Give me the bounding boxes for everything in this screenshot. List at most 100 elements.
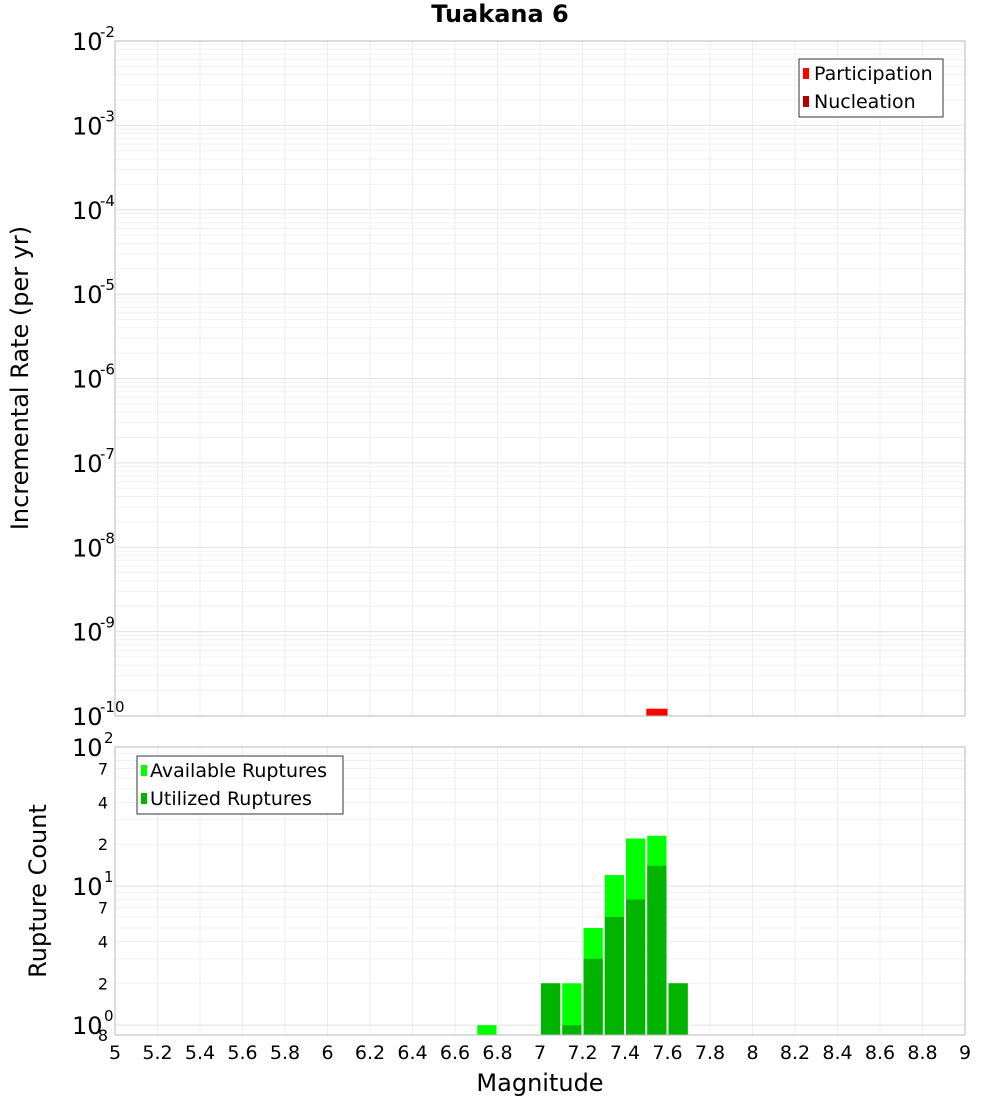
x-tick-label: 7.6 bbox=[652, 1042, 682, 1064]
available-ruptures-bar bbox=[477, 1025, 497, 1035]
rate-legend-box bbox=[798, 58, 944, 118]
rate-y-tick-exponent: -7 bbox=[100, 445, 115, 463]
count-y-tick-exponent: 2 bbox=[104, 729, 114, 747]
x-tick-label: 7.2 bbox=[567, 1042, 597, 1064]
rate-y-tick-exponent: -8 bbox=[100, 529, 115, 547]
x-tick-label: 8 bbox=[746, 1042, 758, 1064]
count-y-minor-tick-label: 7 bbox=[98, 760, 108, 779]
count-y-minor-tick-label: 7 bbox=[98, 899, 108, 918]
x-tick-label: 7 bbox=[534, 1042, 546, 1064]
rate-y-tick-exponent: -2 bbox=[100, 23, 115, 41]
rate-y-tick-base: 10 bbox=[72, 534, 103, 562]
available-legend-label: Available Ruptures bbox=[150, 760, 327, 782]
utilized-ruptures-bar bbox=[541, 983, 561, 1035]
count-legend: Available Ruptures Utilized Ruptures bbox=[136, 755, 344, 815]
x-axis-title: Magnitude bbox=[476, 1069, 603, 1097]
count-legend-box bbox=[136, 755, 344, 815]
x-tick-label: 5.4 bbox=[185, 1042, 215, 1064]
rate-plot-frame bbox=[114, 40, 966, 717]
participation-legend-swatch bbox=[803, 68, 809, 79]
count-y-tick-exponent: 1 bbox=[104, 868, 114, 886]
count-y-minor-tick-label: 8 bbox=[98, 1026, 108, 1045]
count-bars bbox=[477, 835, 688, 1035]
rate-y-tick-base: 10 bbox=[72, 197, 103, 225]
x-tick-label: 6.2 bbox=[355, 1042, 385, 1064]
x-tick-label: 8.8 bbox=[907, 1042, 937, 1064]
rate-y-tick-base: 10 bbox=[72, 450, 103, 478]
rate-y-tick-label: 10-10 bbox=[72, 698, 125, 731]
utilized-ruptures-bar bbox=[626, 899, 646, 1035]
count-gridlines bbox=[114, 747, 966, 1035]
rate-y-axis-title: Incremental Rate (per yr) bbox=[6, 226, 34, 530]
x-tick-label: 5.2 bbox=[142, 1042, 172, 1064]
count-y-minor-tick-label: 4 bbox=[98, 793, 108, 812]
count-y-tick-label: 10 0 bbox=[72, 1007, 114, 1040]
count-plot-frame bbox=[114, 746, 966, 1036]
x-tick-label: 6.4 bbox=[397, 1042, 427, 1064]
x-tick-label: 9 bbox=[959, 1042, 971, 1064]
x-tick-label: 8.4 bbox=[822, 1042, 852, 1064]
utilized-legend-swatch bbox=[141, 793, 147, 804]
utilized-ruptures-bar bbox=[583, 958, 603, 1035]
utilized-ruptures-bar bbox=[604, 916, 624, 1035]
count-y-tick-exponent: 0 bbox=[104, 1007, 114, 1025]
available-legend-swatch bbox=[141, 765, 147, 776]
rate-y-tick-exponent: -5 bbox=[100, 276, 115, 294]
utilized-ruptures-bar bbox=[647, 865, 667, 1035]
rate-legend: Participation Nucleation bbox=[798, 58, 944, 118]
utilized-legend-label: Utilized Ruptures bbox=[150, 788, 312, 810]
count-y-tick-base: 10 bbox=[72, 1012, 103, 1040]
rate-y-tick-label: 10-7 bbox=[72, 445, 115, 478]
rate-y-tick-label: 10-4 bbox=[72, 192, 115, 225]
count-y-minor-tick-label: 2 bbox=[98, 974, 108, 993]
utilized-ruptures-bar bbox=[562, 1025, 582, 1035]
count-y-minor-tick-label: 4 bbox=[98, 932, 108, 951]
rate-y-tick-exponent: -3 bbox=[100, 107, 115, 125]
rate-y-tick-base: 10 bbox=[72, 619, 103, 647]
rate-bars bbox=[646, 708, 668, 716]
rate-gridlines bbox=[114, 41, 966, 717]
count-y-tick-base: 10 bbox=[72, 734, 103, 762]
x-tick-label: 7.8 bbox=[695, 1042, 725, 1064]
participation-legend-label: Participation bbox=[814, 63, 933, 85]
rate-y-tick-exponent: -10 bbox=[100, 698, 125, 716]
rate-y-tick-label: 10-2 bbox=[72, 23, 115, 56]
count-y-axis-title: Rupture Count bbox=[24, 804, 52, 978]
count-y-minor-tick-label: 2 bbox=[98, 835, 108, 854]
count-y-tick-base: 10 bbox=[72, 873, 103, 901]
available-ruptures-bar bbox=[562, 983, 582, 1035]
rate-y-tick-base: 10 bbox=[72, 281, 103, 309]
rate-y-tick-base: 10 bbox=[72, 28, 103, 56]
rate-bar-participation bbox=[646, 708, 668, 716]
x-tick-label: 5 bbox=[109, 1042, 121, 1064]
chart-title: Tuakana 6 bbox=[431, 0, 569, 28]
utilized-ruptures-bar bbox=[668, 983, 688, 1035]
x-tick-label: 6 bbox=[321, 1042, 333, 1064]
x-tick-label: 6.8 bbox=[482, 1042, 512, 1064]
rate-y-tick-label: 10-8 bbox=[72, 529, 115, 562]
count-y-tick-label: 10 1 bbox=[72, 868, 114, 901]
x-tick-label: 5.8 bbox=[270, 1042, 300, 1064]
rate-y-tick-exponent: -9 bbox=[100, 614, 115, 632]
rate-y-tick-label: 10-6 bbox=[72, 361, 115, 394]
rate-y-tick-base: 10 bbox=[72, 366, 103, 394]
count-x-ticks: 5 5.2 5.4 5.6 5.8 6 6.2 6.4 6.6 6.8 7 7.2 7.4 7.6 7.8 8… bbox=[109, 1042, 971, 1064]
x-tick-label: 8.6 bbox=[865, 1042, 895, 1064]
x-tick-label: 8.2 bbox=[780, 1042, 810, 1064]
x-tick-label: 6.6 bbox=[440, 1042, 470, 1064]
rate-y-tick-label: 10-5 bbox=[72, 276, 115, 309]
rate-y-tick-exponent: -4 bbox=[100, 192, 115, 210]
nucleation-legend-label: Nucleation bbox=[814, 91, 916, 113]
count-y-tick-label: 10 2 bbox=[72, 729, 114, 762]
x-tick-label: 5.6 bbox=[227, 1042, 257, 1064]
rate-y-tick-label: 10-3 bbox=[72, 107, 115, 140]
nucleation-legend-swatch bbox=[803, 96, 809, 107]
rate-y-tick-base: 10 bbox=[72, 112, 103, 140]
rate-y-tick-label: 10-9 bbox=[72, 614, 115, 647]
rate-y-tick-base: 10 bbox=[72, 703, 103, 731]
rate-y-tick-exponent: -6 bbox=[100, 361, 115, 379]
